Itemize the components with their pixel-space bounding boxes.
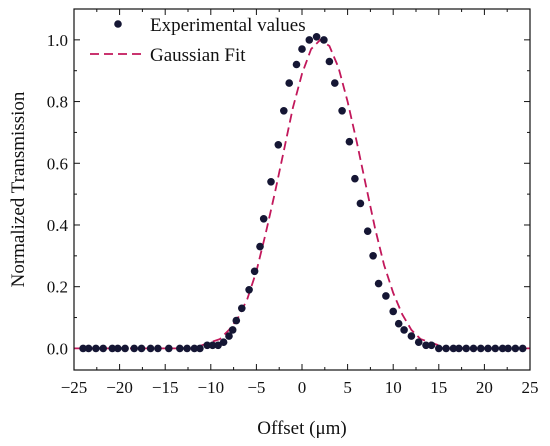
data-point	[382, 292, 390, 300]
data-point	[511, 344, 520, 353]
data-point	[414, 338, 423, 347]
data-point	[84, 344, 93, 353]
points-layer	[79, 33, 527, 353]
data-point	[427, 341, 436, 350]
data-point	[92, 344, 100, 353]
legend-label-experimental: Experimental values	[150, 15, 306, 36]
data-point	[338, 107, 346, 115]
data-point	[256, 242, 264, 251]
y-tick-label: 0.2	[47, 278, 68, 297]
data-point	[285, 79, 294, 87]
legend-label-gaussian-fit: Gaussian Fit	[150, 45, 246, 66]
data-point	[130, 344, 138, 353]
x-tick-label: −10	[198, 378, 225, 397]
data-point	[356, 199, 365, 208]
data-point	[369, 252, 377, 260]
x-tick-label: −15	[152, 378, 179, 397]
data-point	[331, 79, 339, 87]
y-tick-label: 0.0	[47, 339, 68, 358]
x-tick-label: 20	[476, 378, 493, 397]
data-point	[259, 215, 268, 223]
data-point	[280, 107, 288, 115]
data-point	[146, 344, 155, 353]
data-point	[176, 344, 184, 353]
x-tick-label: 15	[430, 378, 447, 397]
data-point	[165, 344, 173, 353]
data-point	[442, 344, 450, 353]
data-point	[469, 344, 478, 353]
y-tick-label: 0.4	[47, 216, 69, 235]
data-point	[274, 141, 283, 149]
legend-marker-experimental	[114, 20, 122, 28]
data-point	[208, 341, 217, 350]
data-point	[435, 344, 443, 353]
data-point	[137, 344, 146, 353]
data-point	[196, 344, 204, 353]
data-point	[394, 319, 403, 328]
data-point	[491, 344, 500, 353]
x-tick-label: −25	[61, 378, 88, 397]
data-point	[190, 344, 199, 353]
data-point	[238, 304, 246, 313]
data-point	[363, 227, 372, 235]
data-point	[183, 344, 191, 353]
data-point	[245, 286, 253, 294]
data-point	[312, 33, 321, 41]
data-point	[351, 174, 359, 183]
axis-ticks	[73, 9, 531, 370]
data-point	[455, 344, 463, 353]
data-point	[504, 344, 512, 353]
data-point	[99, 344, 107, 353]
data-point	[154, 344, 162, 353]
data-point	[498, 344, 507, 353]
data-point	[203, 341, 211, 350]
x-tick-label: 5	[343, 378, 352, 397]
y-tick-labels: 0.0 0.2 0.4 0.6 0.8 1.0	[47, 31, 69, 359]
y-tick-label: 1.0	[47, 31, 68, 50]
gaussian-fit-line	[74, 38, 530, 350]
data-point	[114, 344, 122, 353]
data-point	[219, 338, 228, 347]
data-point	[305, 36, 314, 44]
data-point	[267, 178, 275, 186]
data-point	[121, 344, 129, 353]
data-point	[79, 344, 87, 353]
data-point	[250, 267, 259, 276]
data-point	[225, 332, 233, 340]
data-point	[484, 344, 492, 353]
x-tick-label: 25	[522, 378, 539, 397]
data-point	[292, 60, 301, 69]
data-point	[298, 45, 306, 53]
data-point	[325, 57, 334, 66]
fit-layer	[74, 38, 530, 350]
data-point	[462, 344, 471, 353]
data-point	[228, 326, 237, 334]
data-point	[374, 279, 383, 288]
x-tick-labels: −25 −20 −15 −10 −5 0 5 10 15 20 25	[61, 378, 539, 397]
data-point	[449, 344, 458, 353]
x-tick-label: −5	[247, 378, 265, 397]
x-axis-title: Offset (μm)	[257, 418, 347, 439]
data-point	[345, 137, 354, 146]
y-axis-title: Normalized Transmission	[8, 91, 29, 287]
y-tick-label: 0.8	[47, 93, 68, 112]
data-point	[389, 307, 398, 316]
data-point	[422, 341, 430, 350]
data-point	[232, 316, 241, 325]
data-point	[518, 344, 527, 353]
y-tick-label: 0.6	[47, 154, 68, 173]
data-point	[108, 344, 117, 353]
x-tick-label: −20	[106, 378, 133, 397]
data-point	[407, 332, 416, 340]
plot-frame	[73, 8, 531, 371]
data-point	[320, 36, 328, 44]
data-point	[400, 326, 408, 334]
data-point	[477, 344, 485, 353]
legend: Experimental values Gaussian Fit	[90, 15, 306, 66]
x-tick-label: 10	[385, 378, 402, 397]
x-tick-label: 0	[298, 378, 307, 397]
